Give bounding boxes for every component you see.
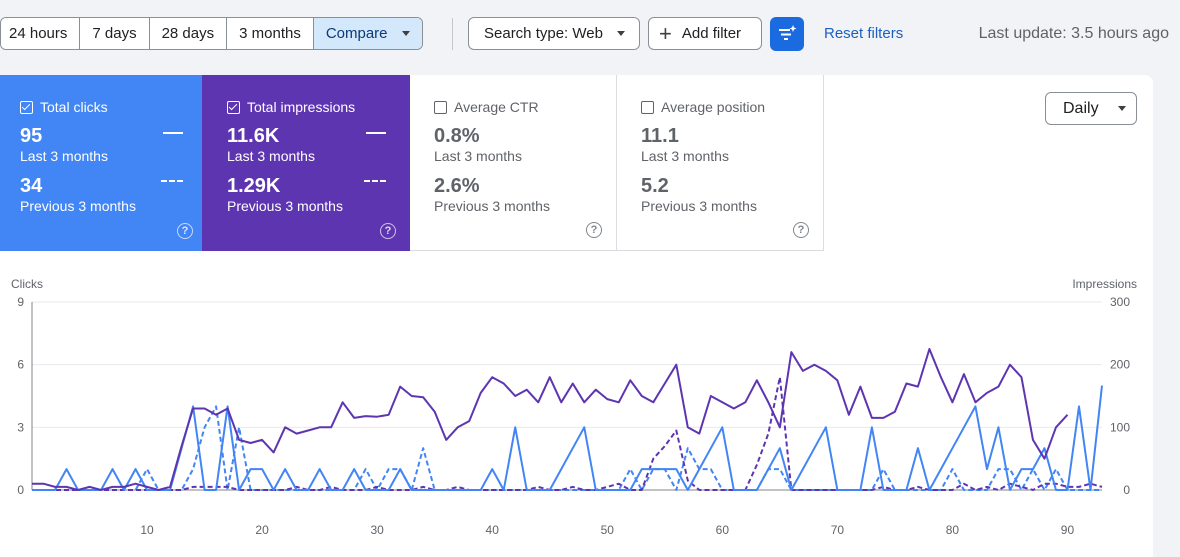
metric-card-average-position[interactable]: Average position 11.1 Last 3 months 5.2 … xyxy=(617,75,824,251)
series-line-previous-impressions xyxy=(32,376,1103,491)
toolbar-divider xyxy=(452,18,453,50)
dashed-line-legend-icon xyxy=(364,180,386,182)
range-3-months-button[interactable]: 3 months xyxy=(227,18,314,49)
y2-tick-label: 100 xyxy=(1110,420,1130,434)
dashed-line-legend-icon xyxy=(161,180,183,182)
y2-tick-label: 200 xyxy=(1110,358,1130,372)
filter-sparkle-icon xyxy=(779,25,797,40)
x-tick-label: 90 xyxy=(1061,523,1075,537)
y-axis-label: Clicks xyxy=(11,277,43,291)
y-tick-label: 6 xyxy=(17,358,24,372)
granularity-dropdown[interactable]: Daily xyxy=(1045,92,1137,125)
y-tick-label: 9 xyxy=(17,295,24,309)
metric-label: Average position xyxy=(661,99,766,115)
x-tick-label: 70 xyxy=(831,523,845,537)
metric-card-average-ctr[interactable]: Average CTR 0.8% Last 3 months 2.6% Prev… xyxy=(410,75,617,251)
x-tick-label: 40 xyxy=(486,523,500,537)
metric-card-total-clicks[interactable]: Total clicks 95 Last 3 months 34 Previou… xyxy=(0,75,207,251)
metric-current-value: 95 xyxy=(20,125,43,147)
chevron-down-icon xyxy=(616,31,625,36)
metric-current-value: 11.6K xyxy=(227,125,280,147)
x-tick-label: 30 xyxy=(370,523,384,537)
help-icon[interactable]: ? xyxy=(793,222,809,238)
metric-previous-value: 2.6% xyxy=(434,175,480,197)
range-28-days-button[interactable]: 28 days xyxy=(149,18,228,49)
y2-tick-label: 300 xyxy=(1110,295,1130,309)
metric-current-value: 0.8% xyxy=(434,125,480,147)
series-line-previous-clicks xyxy=(32,405,1102,491)
range-24-hours-button[interactable]: 24 hours xyxy=(1,18,81,49)
last-update-text: Last update: 3.5 hours ago xyxy=(978,25,1169,42)
metric-previous-period: Previous 3 months xyxy=(227,198,343,214)
date-range-segmented: 24 hours 7 days 28 days 3 months Compare xyxy=(0,17,423,50)
chart-series xyxy=(32,348,1103,491)
chart-grid xyxy=(31,301,1102,491)
help-icon[interactable]: ? xyxy=(380,223,396,239)
plus-icon: + xyxy=(659,20,672,46)
checkbox-icon[interactable] xyxy=(434,100,447,114)
solid-line-legend-icon xyxy=(163,132,183,134)
series-line-total-impressions xyxy=(32,348,1069,491)
date-range-toolbar: 24 hours 7 days 28 days 3 months Compare xyxy=(0,17,423,50)
solid-line-legend-icon xyxy=(366,132,386,134)
x-tick-label: 10 xyxy=(140,523,154,537)
add-filter-button[interactable]: + Add filter xyxy=(648,17,762,50)
help-icon[interactable]: ? xyxy=(586,222,602,238)
help-icon[interactable]: ? xyxy=(177,223,193,239)
compare-label: Compare xyxy=(325,25,388,42)
compare-button[interactable]: Compare xyxy=(313,18,422,49)
search-type-dropdown[interactable]: Search type: Web xyxy=(468,17,640,50)
x-tick-label: 60 xyxy=(716,523,730,537)
metric-previous-value: 5.2 xyxy=(641,175,669,197)
metric-current-period: Last 3 months xyxy=(641,148,729,164)
metric-previous-value: 34 xyxy=(20,175,43,197)
reset-filters-link[interactable]: Reset filters xyxy=(824,25,904,42)
metric-previous-period: Previous 3 months xyxy=(434,198,550,214)
metric-label: Average CTR xyxy=(454,99,539,115)
metric-current-period: Last 3 months xyxy=(20,148,108,164)
checkbox-icon[interactable] xyxy=(227,100,240,114)
metric-card-total-impressions[interactable]: Total impressions 11.6K Last 3 months 1.… xyxy=(202,75,410,251)
performance-panel: Total clicks 95 Last 3 months 34 Previou… xyxy=(0,75,1153,557)
series-line-total-clicks xyxy=(32,385,1103,491)
x-tick-label: 20 xyxy=(255,523,269,537)
y2-axis-label: Impressions xyxy=(1072,277,1137,291)
x-tick-label: 50 xyxy=(601,523,615,537)
metric-current-period: Last 3 months xyxy=(434,148,522,164)
range-7-days-button[interactable]: 7 days xyxy=(80,18,150,49)
filter-sparkle-button[interactable] xyxy=(770,17,804,51)
y2-tick-label: 0 xyxy=(1123,483,1130,497)
add-filter-label: Add filter xyxy=(681,25,742,42)
metric-previous-value: 1.29K xyxy=(227,175,281,197)
metric-current-value: 11.1 xyxy=(641,125,679,147)
y-tick-label: 3 xyxy=(17,420,24,434)
search-type-label: Search type: Web xyxy=(484,25,603,42)
metric-current-period: Last 3 months xyxy=(227,148,315,164)
x-tick-label: 80 xyxy=(946,523,960,537)
chevron-down-icon xyxy=(401,31,410,36)
checkbox-icon[interactable] xyxy=(641,100,654,114)
metric-label: Total clicks xyxy=(40,99,108,115)
checkbox-icon[interactable] xyxy=(20,100,33,114)
chevron-down-icon xyxy=(1117,106,1126,111)
metric-label: Total impressions xyxy=(247,99,356,115)
metric-previous-period: Previous 3 months xyxy=(20,198,136,214)
y-tick-label: 0 xyxy=(17,483,24,497)
granularity-label: Daily xyxy=(1063,99,1099,117)
metric-previous-period: Previous 3 months xyxy=(641,198,757,214)
